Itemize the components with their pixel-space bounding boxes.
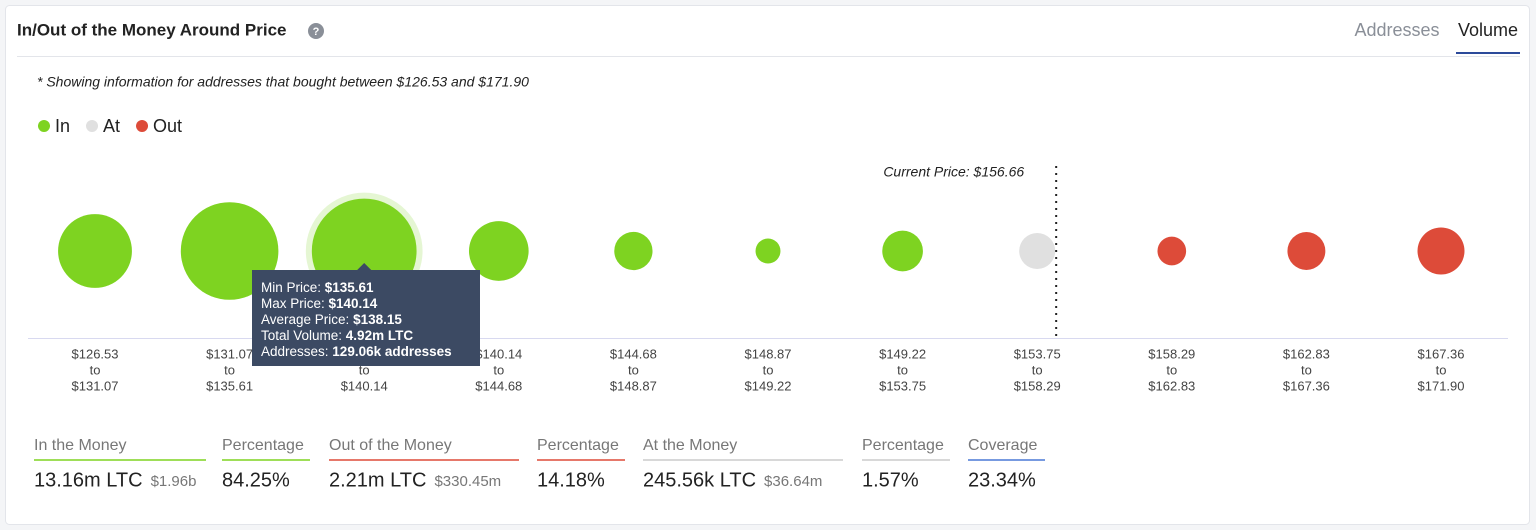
stat-label: Percentage — [222, 437, 304, 454]
bin-to: $135.61 — [206, 378, 253, 393]
bin-to: $153.75 — [879, 378, 926, 393]
bin-to-word: to — [897, 362, 908, 377]
bin-to-word: to — [1301, 362, 1312, 377]
stat-value: 2.21m LTC — [329, 469, 426, 491]
bin-to-word: to — [90, 362, 101, 377]
tooltip-row: Min Price: $135.61 — [261, 280, 374, 295]
bin-to-word: to — [1436, 362, 1447, 377]
tooltip-row: Average Price: $138.15 — [261, 312, 402, 327]
bubble[interactable] — [614, 231, 653, 271]
stat-label: In the Money — [34, 437, 127, 454]
bin-from: $144.68 — [610, 346, 657, 361]
bubble[interactable] — [1157, 236, 1187, 266]
bin-from: $140.14 — [475, 346, 522, 361]
bin-to: $167.36 — [1283, 378, 1330, 393]
stat-value: 1.57% — [862, 469, 919, 491]
current-price-label: Current Price: $156.66 — [883, 164, 1024, 180]
stat-sub: $36.64m — [764, 473, 822, 490]
stat-label: At the Money — [643, 437, 737, 454]
stat-value: 14.18% — [537, 469, 605, 491]
bin-from: $131.07 — [206, 346, 253, 361]
tooltip-row: Addresses: 129.06k addresses — [261, 344, 452, 359]
stat-label: Percentage — [537, 437, 619, 454]
bin-to: $171.90 — [1418, 378, 1465, 393]
legend-dot — [136, 120, 149, 132]
legend-label[interactable]: In — [55, 116, 70, 136]
bin-to: $148.87 — [610, 378, 657, 393]
tab[interactable]: Addresses — [1354, 20, 1439, 40]
stat-value: 245.56k LTC — [643, 469, 756, 491]
tooltip-value: $140.14 — [329, 296, 378, 311]
tooltip-label: Addresses: — [261, 344, 332, 359]
bubble[interactable] — [1287, 232, 1326, 270]
stat-value: 23.34% — [968, 469, 1036, 491]
bin-to: $131.07 — [72, 378, 119, 393]
stat-sub: $330.45m — [434, 473, 501, 490]
bin-to-word: to — [1032, 362, 1043, 377]
bin-to-word: to — [359, 362, 370, 377]
legend-label[interactable]: Out — [153, 116, 182, 136]
bin-from: $126.53 — [72, 346, 119, 361]
note: * Showing information for addresses that… — [37, 74, 529, 90]
stat-value: 84.25% — [222, 469, 290, 491]
legend-dot — [86, 120, 99, 132]
bin-to: $149.22 — [745, 378, 792, 393]
bin-to-word: to — [763, 362, 774, 377]
stat-label: Out of the Money — [329, 437, 452, 454]
stat-label: Coverage — [968, 437, 1037, 454]
tooltip-row: Total Volume: 4.92m LTC — [261, 328, 413, 343]
bin-to-word: to — [224, 362, 235, 377]
bin-from: $167.36 — [1418, 346, 1465, 361]
bubble[interactable] — [755, 238, 781, 264]
bin-from: $153.75 — [1014, 346, 1061, 361]
bin-to-word: to — [628, 362, 639, 377]
bin-from: $162.83 — [1283, 346, 1330, 361]
tooltip-value: $138.15 — [353, 312, 402, 327]
tooltip-value: $135.61 — [325, 280, 374, 295]
bin-from: $149.22 — [879, 346, 926, 361]
stat-value: 13.16m LTC — [34, 469, 143, 491]
bin-from: $158.29 — [1148, 346, 1195, 361]
legend-dot — [38, 120, 50, 132]
bin-to: $158.29 — [1014, 378, 1061, 393]
tooltip-value: 129.06k addresses — [332, 344, 451, 359]
help-icon-glyph: ? — [313, 26, 320, 38]
card — [5, 5, 1530, 525]
bubble[interactable] — [58, 214, 132, 288]
bubble[interactable] — [1019, 233, 1056, 269]
tooltip-label: Min Price: — [261, 280, 325, 295]
tooltip-label: Total Volume: — [261, 328, 346, 343]
bin-to: $144.68 — [475, 378, 522, 393]
tooltip-value: 4.92m LTC — [346, 328, 414, 343]
tab[interactable]: Volume — [1458, 20, 1518, 40]
tooltip-row: Max Price: $140.14 — [261, 296, 378, 311]
bin-from: $148.87 — [745, 346, 792, 361]
title: In/Out of the Money Around Price — [17, 20, 287, 39]
bin-to: $162.83 — [1148, 378, 1195, 393]
bubble[interactable] — [468, 221, 529, 281]
bin-to: $140.14 — [341, 378, 388, 393]
bin-to-word: to — [1166, 362, 1177, 377]
legend-label[interactable]: At — [103, 116, 120, 136]
tooltip-label: Average Price: — [261, 312, 353, 327]
bin-to-word: to — [493, 362, 504, 377]
stat-sub: $1.96b — [151, 473, 197, 490]
bubble[interactable] — [1417, 227, 1465, 275]
tooltip-label: Max Price: — [261, 296, 329, 311]
help-icon[interactable] — [308, 23, 324, 39]
stat-label: Percentage — [862, 437, 944, 454]
bubble[interactable] — [882, 230, 923, 272]
tooltip-box — [252, 263, 480, 366]
